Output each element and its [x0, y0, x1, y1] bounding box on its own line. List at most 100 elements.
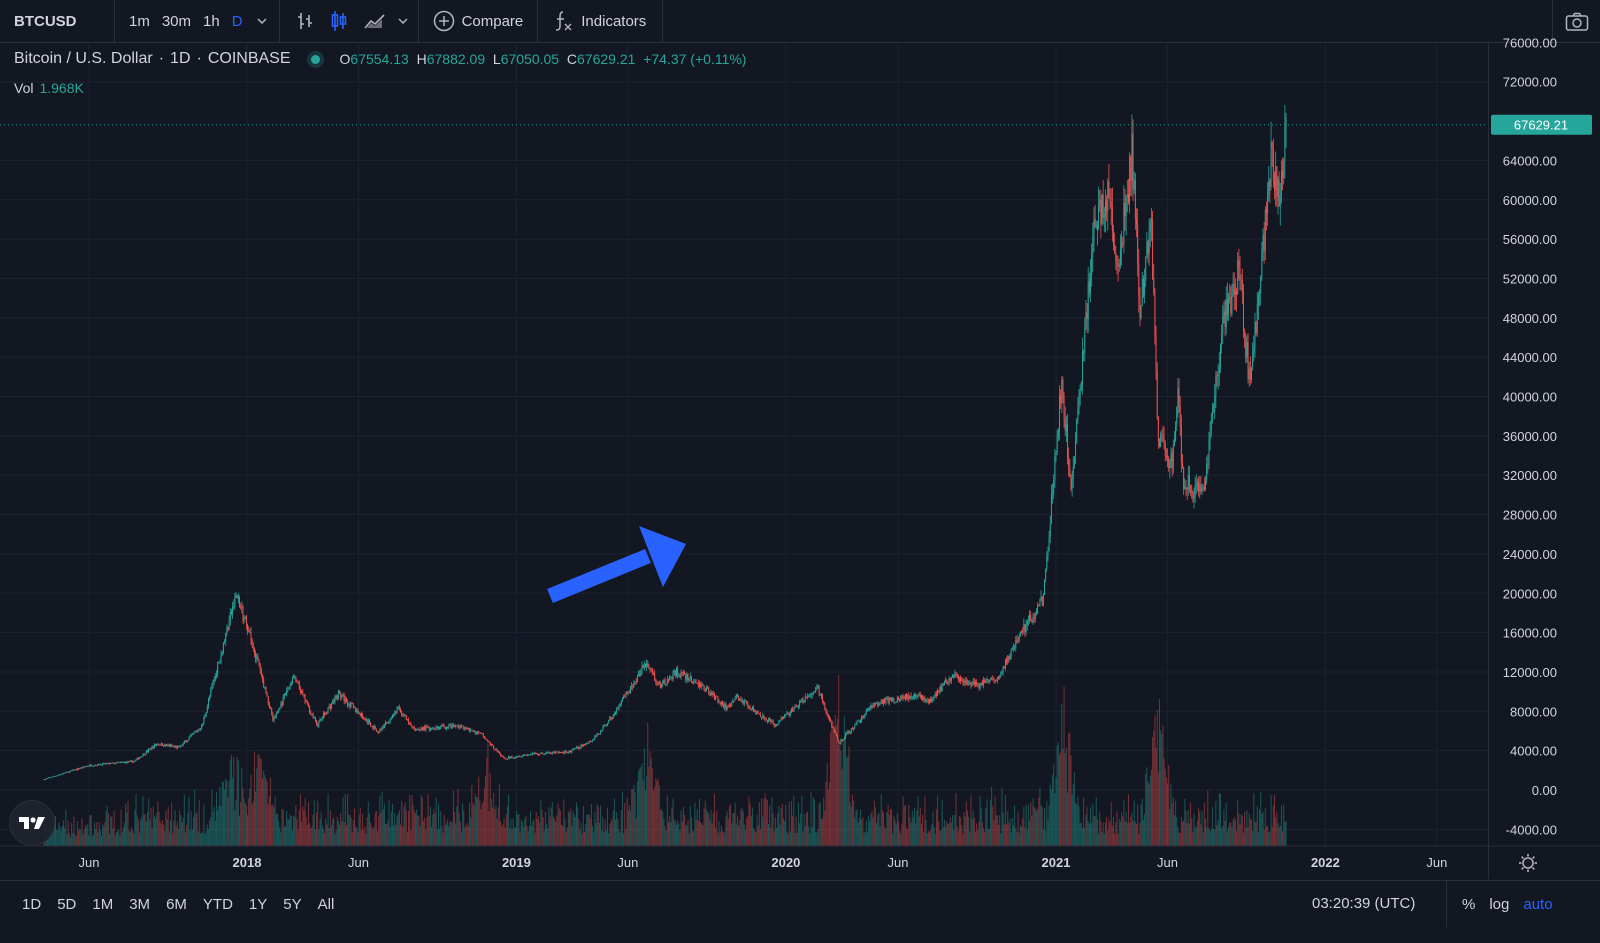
tradingview-logo[interactable]	[9, 800, 55, 846]
candle-body	[283, 693, 285, 697]
candle-body	[1178, 388, 1180, 406]
range-1y[interactable]: 1Y	[248, 895, 268, 913]
range-1m[interactable]: 1M	[92, 895, 114, 913]
candle-body	[402, 714, 404, 717]
volume-bar	[832, 721, 834, 846]
candle-body	[866, 709, 868, 711]
change-value: +74.37 (+0.11%)	[643, 51, 747, 67]
candle-body	[370, 722, 372, 727]
candle-body	[1274, 181, 1276, 191]
candle-body	[1257, 294, 1259, 305]
volume-bar	[655, 778, 657, 846]
candle-body	[1236, 290, 1238, 294]
candle-body	[322, 713, 324, 719]
range-all[interactable]: All	[317, 895, 335, 913]
interval-1m[interactable]: 1m	[129, 12, 150, 30]
percent-scale-toggle[interactable]: %	[1462, 895, 1476, 913]
candle-body	[873, 703, 875, 706]
range-3m[interactable]: 3M	[129, 895, 151, 913]
candle-body	[1091, 253, 1093, 276]
candle-body	[854, 724, 856, 728]
volume-bar	[801, 795, 803, 846]
volume-bar	[1202, 832, 1204, 846]
volume-bar	[742, 811, 744, 846]
candle-body	[1032, 617, 1034, 622]
range-1d[interactable]: 1D	[22, 895, 42, 913]
volume-bar	[910, 823, 912, 846]
candle-body	[792, 708, 794, 712]
candle-body	[343, 695, 345, 702]
volume-bar	[987, 828, 989, 846]
candle-body	[1080, 386, 1082, 390]
candle-body	[878, 704, 880, 706]
volume-bar	[1208, 827, 1210, 846]
volume-bar	[194, 789, 196, 846]
interval-dropdown-chevron-icon[interactable]	[249, 18, 271, 24]
volume-bar	[1053, 764, 1055, 846]
candle-body	[899, 699, 901, 701]
candle-body	[1014, 647, 1016, 649]
candle-body	[1044, 579, 1046, 596]
volume-bar	[627, 810, 629, 846]
volume-bar	[566, 827, 568, 846]
volume-bar	[1076, 804, 1078, 846]
volume-bar	[331, 825, 333, 846]
price-chart[interactable]: 76000.0072000.0064000.0060000.0056000.00…	[0, 0, 1600, 880]
volume-bar	[129, 832, 131, 846]
utc-clock[interactable]: 03:20:39 (UTC)	[1312, 895, 1416, 912]
area-chart-icon[interactable]	[356, 12, 390, 30]
candle-body	[1186, 489, 1188, 490]
volume-bar	[1225, 802, 1227, 846]
range-6m[interactable]: 6M	[166, 895, 187, 913]
candle-body	[72, 769, 74, 771]
bar-chart-icon[interactable]	[288, 11, 322, 31]
legend-title[interactable]: Bitcoin / U.S. Dollar	[14, 50, 153, 67]
volume-bar	[1259, 809, 1261, 846]
volume-bar	[862, 817, 864, 846]
candle-body	[473, 731, 475, 733]
candle-body	[49, 777, 51, 779]
interval-1h[interactable]: 1h	[203, 12, 220, 30]
candle-body	[1079, 389, 1081, 396]
candle-body	[909, 695, 911, 700]
volume-bar	[624, 802, 626, 846]
candle-body	[136, 758, 138, 760]
volume-bar	[763, 798, 765, 846]
volume-bar	[435, 797, 437, 846]
candle-body	[163, 745, 165, 747]
settings-gear-icon[interactable]	[1519, 854, 1537, 872]
candle-body	[1008, 655, 1010, 660]
chart-type-chevron-down-icon[interactable]	[390, 18, 410, 24]
candle-body	[840, 739, 842, 744]
volume-bar	[485, 775, 487, 846]
volume-bar	[1037, 808, 1039, 846]
candle-body	[707, 687, 709, 689]
candle-body	[628, 692, 630, 694]
candle-body	[143, 753, 145, 755]
auto-scale-toggle[interactable]: auto	[1523, 895, 1553, 913]
volume-bar	[71, 822, 73, 846]
range-ytd[interactable]: YTD	[202, 895, 233, 913]
volume-bar	[186, 824, 188, 846]
volume-bar	[239, 815, 241, 846]
log-scale-toggle[interactable]: log	[1489, 895, 1510, 913]
range-5y[interactable]: 5Y	[283, 895, 302, 913]
candle-body	[631, 685, 633, 687]
candle-body	[692, 681, 694, 684]
volume-bar	[758, 801, 760, 846]
candlestick-icon[interactable]	[322, 10, 356, 32]
volume-bar	[1096, 818, 1098, 846]
compare-button[interactable]: Compare	[427, 10, 530, 32]
symbol-search[interactable]: BTCUSD	[0, 0, 115, 43]
range-5d[interactable]: 5D	[57, 895, 77, 913]
volume-bar	[414, 813, 416, 846]
candle-body	[808, 696, 810, 697]
volume-bar	[909, 817, 911, 846]
interval-30m[interactable]: 30m	[161, 12, 192, 30]
interval-d[interactable]: D	[231, 12, 243, 30]
screenshot-camera-icon[interactable]	[1552, 0, 1600, 43]
volume-bar	[536, 819, 538, 846]
indicators-button[interactable]: Indicators	[548, 10, 652, 32]
volume-label[interactable]: Vol	[14, 80, 34, 96]
candle-body	[156, 743, 158, 746]
